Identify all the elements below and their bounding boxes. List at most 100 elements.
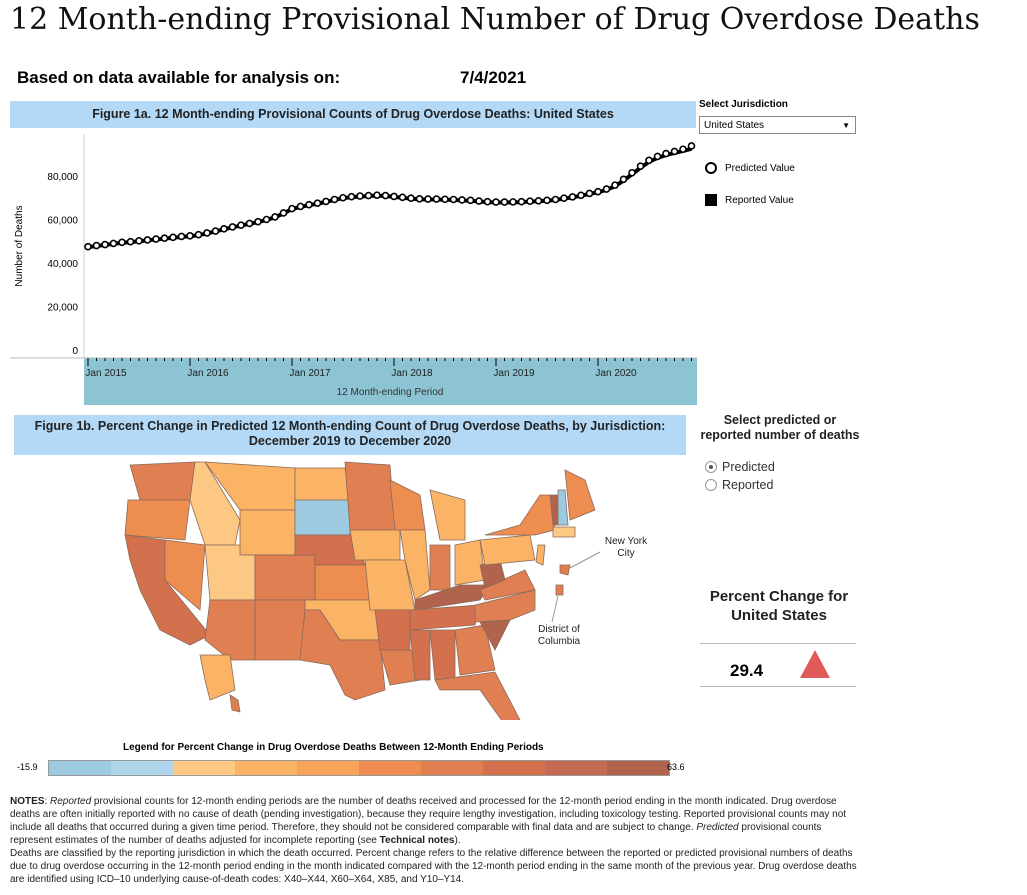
state-al[interactable] xyxy=(429,629,456,681)
state-nd[interactable] xyxy=(294,467,351,501)
predicted-point[interactable] xyxy=(160,234,169,243)
predicted-point[interactable] xyxy=(254,217,262,226)
predicted-point[interactable] xyxy=(611,181,619,189)
predicted-point[interactable] xyxy=(568,193,577,201)
predicted-point[interactable] xyxy=(628,168,636,177)
state-nyc[interactable] xyxy=(559,564,571,576)
predicted-point[interactable] xyxy=(415,195,424,203)
predicted-point[interactable] xyxy=(92,241,101,250)
predicted-point[interactable] xyxy=(645,156,653,165)
predicted-point[interactable] xyxy=(390,192,398,201)
predicted-point[interactable] xyxy=(84,242,92,251)
predicted-point[interactable] xyxy=(169,233,177,242)
predicted-point[interactable] xyxy=(560,194,568,202)
state-in[interactable] xyxy=(429,544,451,591)
predicted-point[interactable] xyxy=(500,198,509,206)
predicted-point[interactable] xyxy=(203,229,211,237)
state-ks[interactable] xyxy=(314,564,371,601)
predicted-point[interactable] xyxy=(619,175,628,184)
state-ms[interactable] xyxy=(409,629,431,681)
state-ak[interactable] xyxy=(199,654,236,701)
predicted-point[interactable] xyxy=(194,230,203,239)
jurisdiction-select[interactable]: United States ▼ xyxy=(699,116,856,134)
state-tn[interactable] xyxy=(409,604,481,631)
state-co[interactable] xyxy=(254,554,316,601)
predicted-point[interactable] xyxy=(602,185,611,193)
state-nh[interactable] xyxy=(557,489,569,526)
predicted-point[interactable] xyxy=(526,197,534,206)
predicted-point[interactable] xyxy=(288,204,296,213)
state-ga[interactable] xyxy=(454,624,496,676)
state-wa[interactable] xyxy=(129,461,196,501)
predicted-point[interactable] xyxy=(687,142,696,150)
predicted-point[interactable] xyxy=(126,237,135,246)
predicted-point[interactable] xyxy=(543,196,551,205)
predicted-point[interactable] xyxy=(313,199,322,207)
predicted-point[interactable] xyxy=(330,195,339,204)
predicted-point[interactable] xyxy=(373,191,381,199)
predicted-point[interactable] xyxy=(322,197,330,206)
predicted-point[interactable] xyxy=(381,191,390,200)
predicted-point[interactable] xyxy=(636,162,645,171)
predicted-point[interactable] xyxy=(585,189,594,198)
technical-notes-link[interactable]: Technical notes xyxy=(379,835,455,846)
state-tx[interactable] xyxy=(299,609,386,701)
predicted-point[interactable] xyxy=(220,225,228,233)
predicted-point[interactable] xyxy=(262,215,271,224)
state-ar[interactable] xyxy=(374,609,411,651)
predicted-point[interactable] xyxy=(347,192,356,201)
predicted-point[interactable] xyxy=(135,237,143,245)
predicted-point[interactable] xyxy=(670,147,679,156)
predicted-point[interactable] xyxy=(458,196,466,204)
state-va[interactable] xyxy=(479,569,536,601)
predicted-point[interactable] xyxy=(279,209,288,217)
predicted-point[interactable] xyxy=(305,200,313,209)
predicted-point[interactable] xyxy=(432,195,441,203)
state-ia[interactable] xyxy=(349,529,401,561)
predicted-point[interactable] xyxy=(109,239,118,248)
predicted-point[interactable] xyxy=(483,197,492,206)
predicted-point[interactable] xyxy=(534,196,543,205)
state-wy[interactable] xyxy=(239,509,296,556)
predicted-point[interactable] xyxy=(509,198,517,206)
predicted-point[interactable] xyxy=(475,197,483,205)
radio-reported[interactable]: Reported xyxy=(705,478,773,492)
predicted-point[interactable] xyxy=(577,191,585,200)
state-nv[interactable] xyxy=(164,539,206,611)
state-me[interactable] xyxy=(564,469,596,521)
state-fl[interactable] xyxy=(434,671,521,720)
state-pa[interactable] xyxy=(479,534,536,566)
predicted-point[interactable] xyxy=(152,235,160,243)
predicted-point[interactable] xyxy=(653,152,662,161)
predicted-point[interactable] xyxy=(177,232,186,241)
state-wi[interactable] xyxy=(389,479,426,531)
predicted-point[interactable] xyxy=(517,197,526,206)
state-dc[interactable] xyxy=(555,584,564,596)
predicted-point[interactable] xyxy=(118,238,126,247)
predicted-point[interactable] xyxy=(237,221,245,229)
predicted-point[interactable] xyxy=(492,198,500,206)
predicted-point[interactable] xyxy=(101,240,109,249)
predicted-point[interactable] xyxy=(143,236,152,244)
predicted-point[interactable] xyxy=(594,187,602,196)
radio-predicted[interactable]: Predicted xyxy=(705,460,775,474)
state-nm[interactable] xyxy=(254,599,306,661)
predicted-point[interactable] xyxy=(407,194,415,202)
state-nj[interactable] xyxy=(535,544,546,566)
state-ma[interactable] xyxy=(552,526,576,538)
predicted-point[interactable] xyxy=(211,227,220,235)
predicted-point[interactable] xyxy=(356,192,364,200)
predicted-point[interactable] xyxy=(364,191,373,200)
state-nc[interactable] xyxy=(474,589,536,623)
predicted-point[interactable] xyxy=(271,213,279,221)
state-il[interactable] xyxy=(399,529,431,601)
predicted-point[interactable] xyxy=(679,145,687,154)
predicted-point[interactable] xyxy=(466,196,475,205)
predicted-point[interactable] xyxy=(551,195,560,204)
predicted-point[interactable] xyxy=(245,219,254,228)
state-az[interactable] xyxy=(204,599,256,661)
predicted-point[interactable] xyxy=(662,149,670,158)
state-ny[interactable] xyxy=(484,494,556,536)
predicted-point[interactable] xyxy=(296,202,305,211)
predicted-point[interactable] xyxy=(441,195,449,204)
